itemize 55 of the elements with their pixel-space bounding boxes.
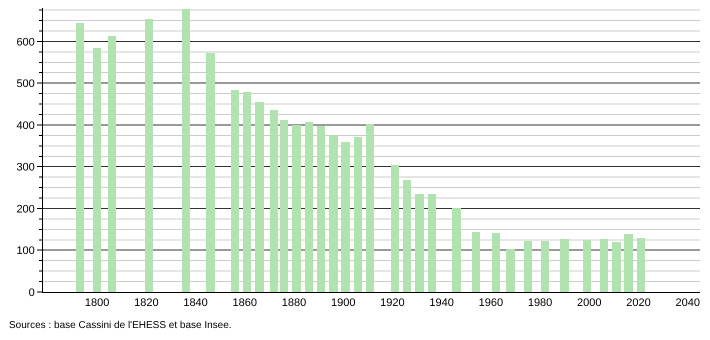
y-tick-label: 200 [16,203,35,216]
bar [403,180,411,292]
bar [637,238,645,292]
bar [524,241,532,292]
bar [341,142,350,292]
bar [93,48,101,292]
bar [292,125,301,292]
bar [231,90,239,292]
bar [472,232,480,292]
bar [541,241,549,292]
bar [76,23,84,292]
bar [305,122,313,292]
y-tick-label: 500 [16,78,35,90]
bar [243,92,251,292]
x-tick-label: 1800 [84,297,110,310]
x-tick-label: 2040 [675,297,700,310]
bar [391,165,399,292]
source-note: Sources : base Cassini de l'EHESS et base Insee. [9,320,232,331]
bar [428,194,436,292]
bar [329,135,338,292]
y-tick-label: 0 [28,286,35,299]
x-tick-label: 1840 [183,297,208,310]
bar [612,242,621,292]
bar [354,137,362,292]
bar [366,124,374,292]
bar [452,208,461,292]
y-tick-label: 400 [16,120,35,132]
y-tick-label: 600 [16,36,35,48]
y-tick-label: 300 [16,162,35,174]
y-tick-label: 100 [16,245,35,258]
bar [108,36,116,292]
x-tick-label: 1940 [429,297,454,310]
bar [560,239,569,292]
bar [506,249,515,292]
x-tick-label: 1860 [232,297,258,310]
bar [280,120,288,292]
bar [255,102,264,292]
bar [206,53,215,292]
x-tick-label: 1920 [380,297,405,310]
x-tick-label: 2020 [626,297,651,310]
bar [145,19,153,292]
bar [270,110,278,292]
bar [600,239,608,292]
bar [182,9,190,292]
bar [415,194,424,292]
bar [624,234,633,292]
bar [492,233,500,292]
x-tick-label: 2000 [577,297,602,310]
bar [317,126,325,292]
x-tick-label: 1820 [134,297,159,310]
x-tick-label: 1960 [478,297,504,310]
x-tick-label: 1900 [330,297,356,310]
x-tick-label: 1980 [528,297,552,310]
x-tick-label: 1880 [282,297,306,310]
bar [583,240,591,292]
